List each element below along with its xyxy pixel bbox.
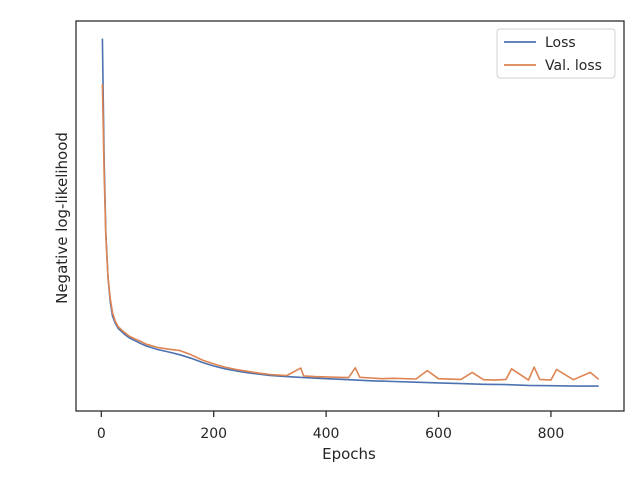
x-tick-label: 600: [425, 426, 452, 442]
x-tick-label: 800: [538, 426, 565, 442]
x-tick-label: 0: [97, 426, 106, 442]
x-axis-label: Epochs: [322, 445, 376, 463]
legend-label: Loss: [545, 35, 576, 51]
series-layer: [101, 38, 600, 387]
y-axis-label: Negative log-likelihood: [53, 132, 71, 304]
plot-frame: [75, 20, 625, 412]
series-line-val-loss: [101, 84, 600, 381]
legend-label: Val. loss: [545, 58, 602, 74]
plot-background: [76, 21, 624, 411]
x-axis-ticks: 0 200 400 600 800: [97, 411, 564, 442]
series-line-loss: [101, 38, 599, 387]
x-tick-label: 400: [313, 426, 340, 442]
legend: Loss Val. loss: [496, 28, 616, 79]
x-tick-label: 200: [200, 426, 227, 442]
